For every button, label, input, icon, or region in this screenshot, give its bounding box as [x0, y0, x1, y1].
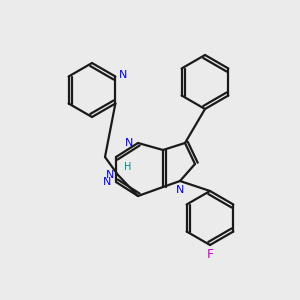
Text: N: N: [176, 185, 184, 195]
Text: N: N: [103, 177, 111, 187]
Text: N: N: [106, 170, 114, 180]
Text: H: H: [124, 162, 132, 172]
Text: N: N: [125, 138, 133, 148]
Text: N: N: [119, 70, 128, 80]
Text: F: F: [206, 248, 214, 260]
